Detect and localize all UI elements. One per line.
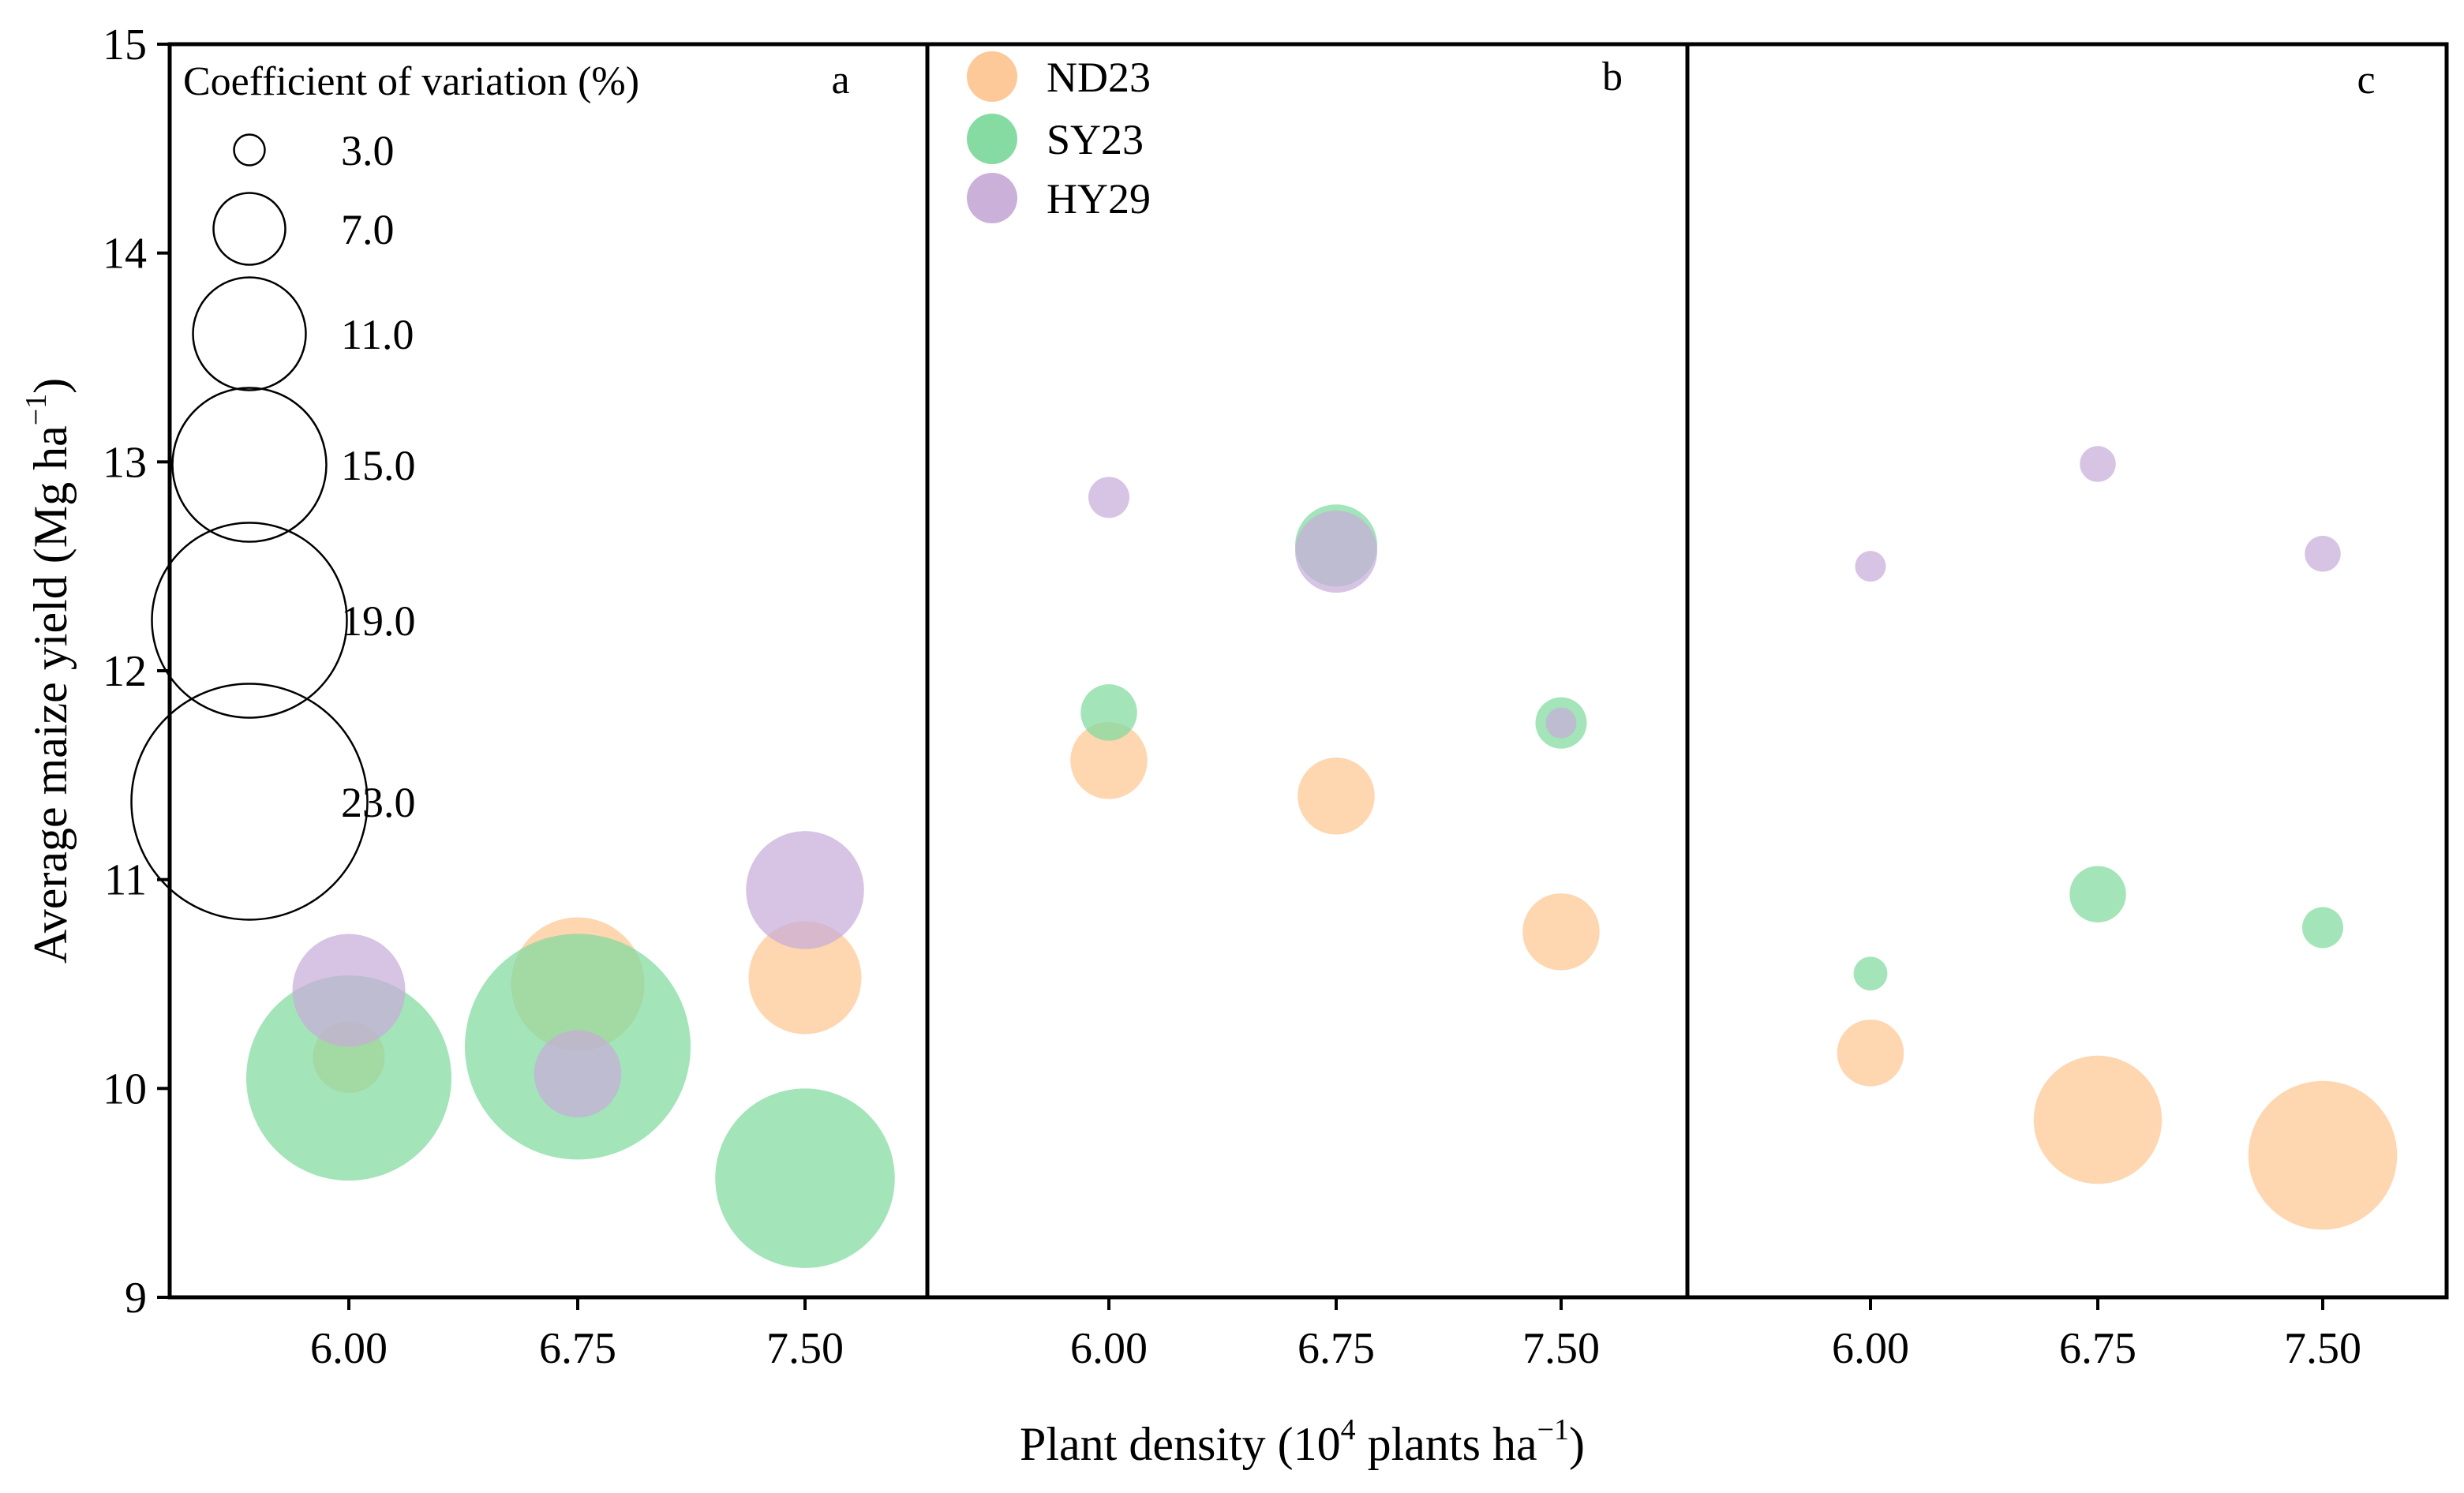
- x-tick-label: 6.00: [310, 1324, 388, 1373]
- panel-label-c: c: [2357, 58, 2375, 103]
- bubble-sy23-a: [715, 1088, 895, 1268]
- y-tick-label: 10: [103, 1065, 147, 1113]
- y-tick-label: 13: [103, 438, 147, 487]
- bubble-nd23-b: [1522, 893, 1600, 971]
- bubble-hy29-a: [746, 831, 864, 949]
- x-tick-label: 7.50: [2284, 1324, 2361, 1373]
- bubble-sy23-b: [1080, 684, 1137, 741]
- x-axis-title: Plant density (104 plants ha−1): [1020, 1413, 1585, 1470]
- x-tick-label: 6.75: [2059, 1324, 2136, 1373]
- bubble-nd23-b: [1298, 758, 1375, 835]
- bubble-hy29-b: [1088, 477, 1129, 518]
- legend-swatch-hy29: [967, 173, 1017, 223]
- x-axis: 6.00 6.75 7.50 6.00 6.75 7.50 6.00 6.75 7.50: [310, 1297, 2361, 1373]
- size-legend-label: 23.0: [341, 779, 416, 826]
- bubble-hy29-c: [2305, 536, 2341, 572]
- bubble-sy23-c: [2069, 866, 2126, 922]
- color-legend: ND23 SY23 HY29: [967, 51, 1151, 223]
- bubble-sy23-c: [1853, 956, 1888, 991]
- size-legend-circle: [171, 387, 328, 543]
- bubble-hy29-b: [1545, 707, 1577, 739]
- size-legend-label: 19.0: [341, 597, 416, 645]
- size-legend-title: Coefficient of variation (%): [183, 59, 639, 104]
- size-legend-label: 3.0: [341, 127, 395, 174]
- y-tick-label: 9: [125, 1274, 147, 1323]
- size-legend-label: 11.0: [341, 311, 414, 358]
- size-legend: 3.0 7.0 11.0 15.0 19.0 23.0: [130, 127, 416, 921]
- panel-c-frame: [1685, 42, 2449, 1300]
- size-legend-circle: [212, 192, 286, 266]
- y-tick-label: 12: [103, 647, 147, 696]
- x-tick-label: 7.50: [1522, 1324, 1600, 1373]
- x-tick-label: 6.00: [1070, 1324, 1148, 1373]
- bubble-hy29-a: [292, 934, 406, 1047]
- bubble-nd23-c: [2248, 1080, 2398, 1230]
- bubble-hy29-b: [1295, 511, 1377, 593]
- x-tick-label: 6.00: [1832, 1324, 1909, 1373]
- bubble-nd23-b: [1070, 722, 1148, 799]
- x-tick-label: 6.75: [1298, 1324, 1375, 1373]
- y-tick-label: 14: [103, 230, 147, 279]
- size-legend-label: 15.0: [341, 442, 416, 489]
- bubbles-layer: [246, 446, 2398, 1268]
- bubble-hy29-c: [1855, 551, 1886, 582]
- bubble-sy23-c: [2302, 907, 2343, 949]
- y-tick-label: 11: [104, 856, 147, 905]
- panel-label-a: a: [831, 58, 849, 103]
- size-legend-circle: [233, 133, 266, 167]
- bubble-hy29-a: [534, 1030, 622, 1118]
- size-legend-circle: [192, 276, 307, 391]
- bubble-sy23-a: [246, 975, 451, 1181]
- size-legend-circle: [151, 522, 348, 719]
- bubble-nd23-c: [2033, 1055, 2163, 1184]
- y-tick-label: 15: [103, 21, 147, 69]
- legend-swatch-sy23: [967, 114, 1017, 164]
- legend-label-sy23: SY23: [1047, 116, 1144, 163]
- x-tick-label: 6.75: [539, 1324, 616, 1373]
- bubble-nd23-a: [748, 921, 862, 1035]
- panel-label-b: b: [1602, 54, 1623, 99]
- y-axis: 9 10 11 12 13 14 15: [103, 21, 170, 1323]
- legend-label-hy29: HY29: [1047, 175, 1151, 223]
- y-axis-title: Average maize yield (Mg ha−1): [20, 378, 77, 964]
- size-legend-circle: [130, 683, 369, 921]
- legend-swatch-nd23: [967, 51, 1017, 102]
- bubble-nd23-c: [1837, 1020, 1904, 1087]
- bubble-hy29-c: [2080, 446, 2116, 482]
- legend-label-nd23: ND23: [1047, 54, 1151, 101]
- x-tick-label: 7.50: [766, 1324, 844, 1373]
- size-legend-label: 7.0: [341, 206, 395, 253]
